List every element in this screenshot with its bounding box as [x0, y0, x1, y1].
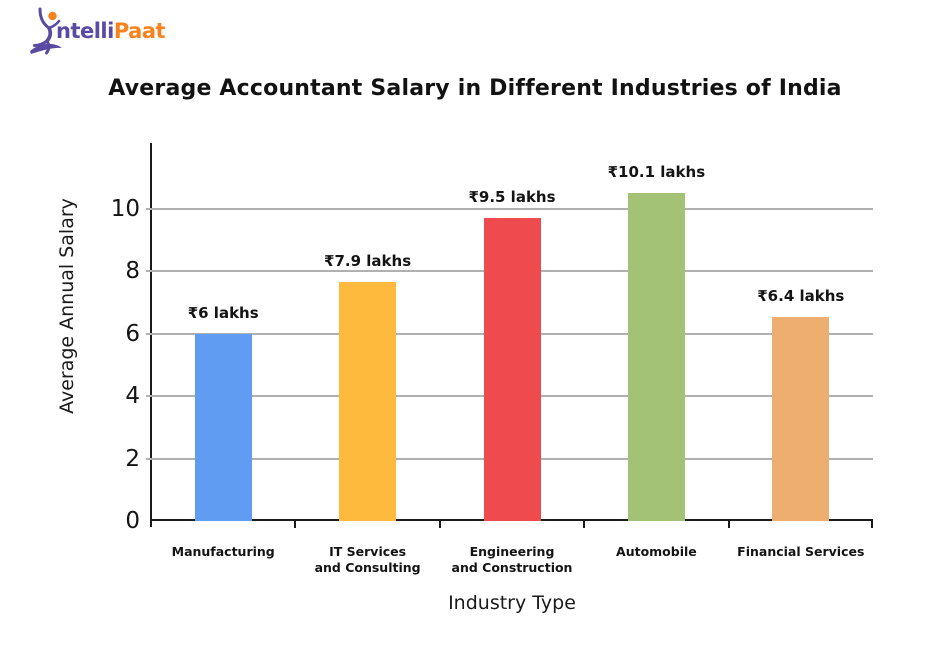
y-axis-tick-label: 4 [125, 383, 140, 410]
chart-title: Average Accountant Salary in Different I… [108, 76, 842, 101]
x-axis-tick [294, 521, 297, 528]
x-axis-category-label: Manufacturing [171, 544, 275, 559]
y-axis-tick-label: 8 [125, 258, 140, 285]
y-axis-tick-label: 6 [125, 320, 140, 347]
x-axis-category-label: Financial Services [737, 544, 865, 559]
y-axis-tick-label: 10 [110, 196, 140, 222]
bar-value-label: ₹7.9 lakhs [324, 252, 412, 271]
gridline [146, 208, 873, 210]
intellipaat-logo: ntelliPaat [28, 6, 188, 60]
x-axis-tick [727, 521, 730, 528]
bar-value-label: ₹6.4 lakhs [757, 286, 845, 305]
y-axis-tick-label: 0 [125, 508, 140, 534]
x-axis-category-label: IT Services and Consulting [314, 544, 421, 576]
x-axis-category-label: Automobile [616, 544, 697, 559]
bar [772, 316, 830, 521]
x-axis-category-label: Engineering and Construction [451, 544, 573, 576]
x-axis-tick [871, 521, 873, 528]
y-axis-line [150, 143, 152, 527]
logo-text-primary: ntelli [56, 19, 114, 43]
jumping-person-icon: ntelliPaat [30, 7, 166, 55]
bar-value-label: ₹9.5 lakhs [468, 188, 556, 207]
y-axis-tick-label: 2 [125, 445, 140, 472]
bar-value-label: ₹10.1 lakhs [607, 163, 706, 182]
bar-value-label: ₹6 lakhs [187, 303, 259, 322]
x-axis-tick [438, 521, 441, 528]
x-axis-title: Industry Type [448, 592, 576, 614]
logo-text-secondary: Paat [114, 19, 166, 43]
x-axis-tick [583, 521, 586, 528]
svg-text:ntelliPaat: ntelliPaat [56, 19, 165, 43]
bar [483, 218, 541, 521]
bar [627, 193, 685, 521]
bar [194, 333, 252, 521]
bar [339, 282, 397, 521]
